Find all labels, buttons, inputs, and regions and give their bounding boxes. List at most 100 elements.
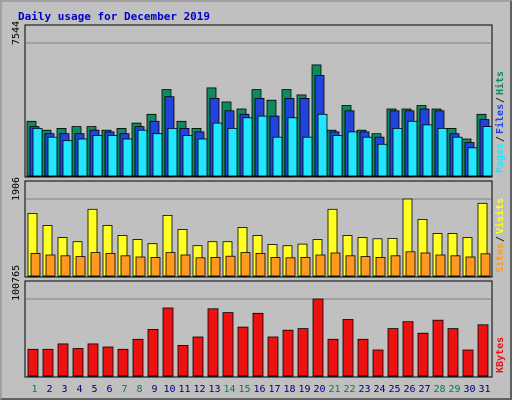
bar-pages-8 xyxy=(137,129,148,177)
x-label-4: 4 xyxy=(76,384,82,395)
bar-kbytes-16 xyxy=(252,312,264,377)
bar-kbytes-21 xyxy=(327,338,339,377)
bar-kbytes-25 xyxy=(387,328,399,377)
x-label-9: 9 xyxy=(151,384,157,395)
bar-pages-25 xyxy=(392,127,403,177)
bar-sites-17 xyxy=(270,256,281,277)
bar-kbytes-12 xyxy=(192,336,204,377)
bar-pages-2 xyxy=(47,136,58,177)
bar-sites-25 xyxy=(390,255,401,277)
bar-sites-23 xyxy=(360,256,371,277)
bar-sites-1 xyxy=(30,252,41,277)
bar-sites-24 xyxy=(375,256,386,277)
bar-kbytes-17 xyxy=(267,336,279,377)
bar-pages-22 xyxy=(347,131,358,177)
bar-kbytes-1 xyxy=(27,348,39,377)
chart-title: Daily usage for December 2019 xyxy=(18,10,210,23)
x-label-2: 2 xyxy=(46,384,52,395)
bar-kbytes-5 xyxy=(87,343,99,377)
x-label-27: 27 xyxy=(418,384,430,395)
bar-pages-11 xyxy=(182,135,193,177)
legend-pages: Pages xyxy=(495,143,506,173)
bar-pages-4 xyxy=(77,138,88,177)
bar-sites-14 xyxy=(225,255,236,277)
bar-pages-30 xyxy=(467,147,478,177)
x-label-20: 20 xyxy=(313,384,325,395)
bar-pages-29 xyxy=(452,136,463,177)
bar-sites-7 xyxy=(120,255,131,277)
bar-sites-8 xyxy=(135,256,146,277)
x-label-23: 23 xyxy=(358,384,370,395)
bar-sites-4 xyxy=(75,256,86,277)
bar-sites-9 xyxy=(150,256,161,277)
bar-kbytes-26 xyxy=(402,321,414,377)
bar-kbytes-27 xyxy=(417,332,429,377)
x-label-19: 19 xyxy=(298,384,310,395)
bar-kbytes-15 xyxy=(237,326,249,377)
bar-pages-31 xyxy=(482,126,493,177)
bar-kbytes-18 xyxy=(282,329,294,377)
bar-pages-24 xyxy=(377,143,388,177)
x-label-22: 22 xyxy=(343,384,355,395)
bar-pages-21 xyxy=(332,135,343,177)
bar-kbytes-19 xyxy=(297,328,309,377)
bar-kbytes-10 xyxy=(162,307,174,377)
bar-sites-22 xyxy=(345,255,356,277)
x-label-30: 30 xyxy=(463,384,475,395)
bar-kbytes-23 xyxy=(357,338,369,377)
x-label-24: 24 xyxy=(373,384,385,395)
bar-pages-18 xyxy=(287,117,298,177)
bar-kbytes-8 xyxy=(132,338,144,377)
legend-files: Files xyxy=(494,104,506,134)
bar-sites-20 xyxy=(315,254,326,277)
x-label-5: 5 xyxy=(91,384,97,395)
bar-kbytes-22 xyxy=(342,319,354,377)
bar-sites-13 xyxy=(210,256,221,277)
legend-separator: / xyxy=(495,97,506,103)
legend-sites: Sites xyxy=(494,243,506,273)
x-label-3: 3 xyxy=(61,384,67,395)
bar-pages-19 xyxy=(302,136,313,177)
legend-separator: / xyxy=(495,136,506,142)
bar-sites-27 xyxy=(420,252,431,277)
bar-kbytes-3 xyxy=(57,343,69,377)
x-axis-labels: 1 2 3 4 5 6 7 8 9 10 11 12 13 14 15 16 17 18 19 20 21 22 23 24 2… xyxy=(31,384,490,395)
bar-sites-26 xyxy=(405,251,416,277)
bar-sites-29 xyxy=(450,255,461,277)
bar-kbytes-9 xyxy=(147,328,159,377)
x-label-21: 21 xyxy=(328,384,340,395)
bar-sites-28 xyxy=(435,254,446,277)
x-label-29: 29 xyxy=(448,384,460,395)
bar-kbytes-30 xyxy=(462,349,474,377)
bar-pages-5 xyxy=(92,135,103,177)
bar-sites-30 xyxy=(465,256,476,277)
bar-kbytes-24 xyxy=(372,349,384,377)
x-label-18: 18 xyxy=(283,384,295,395)
y-max-label: 100765 xyxy=(11,265,22,301)
bar-sites-3 xyxy=(60,255,71,277)
bar-sites-21 xyxy=(330,252,341,277)
x-label-16: 16 xyxy=(253,384,265,395)
bar-sites-12 xyxy=(195,257,206,277)
bar-kbytes-4 xyxy=(72,348,84,377)
x-label-17: 17 xyxy=(268,384,280,395)
bar-pages-7 xyxy=(122,138,133,177)
bar-pages-17 xyxy=(272,136,283,177)
x-label-11: 11 xyxy=(178,384,190,395)
bar-sites-10 xyxy=(165,252,176,277)
bar-pages-13 xyxy=(212,122,223,177)
x-label-6: 6 xyxy=(106,384,112,395)
x-label-10: 10 xyxy=(163,384,175,395)
bar-kbytes-31 xyxy=(477,324,489,377)
legend-visits: Visits xyxy=(494,198,506,234)
bar-pages-10 xyxy=(167,127,178,177)
y-max-label: 1906 xyxy=(11,177,22,201)
bar-sites-31 xyxy=(480,253,491,277)
x-label-28: 28 xyxy=(433,384,445,395)
bar-kbytes-29 xyxy=(447,328,459,377)
bar-pages-15 xyxy=(242,117,253,177)
bar-pages-20 xyxy=(317,113,328,177)
